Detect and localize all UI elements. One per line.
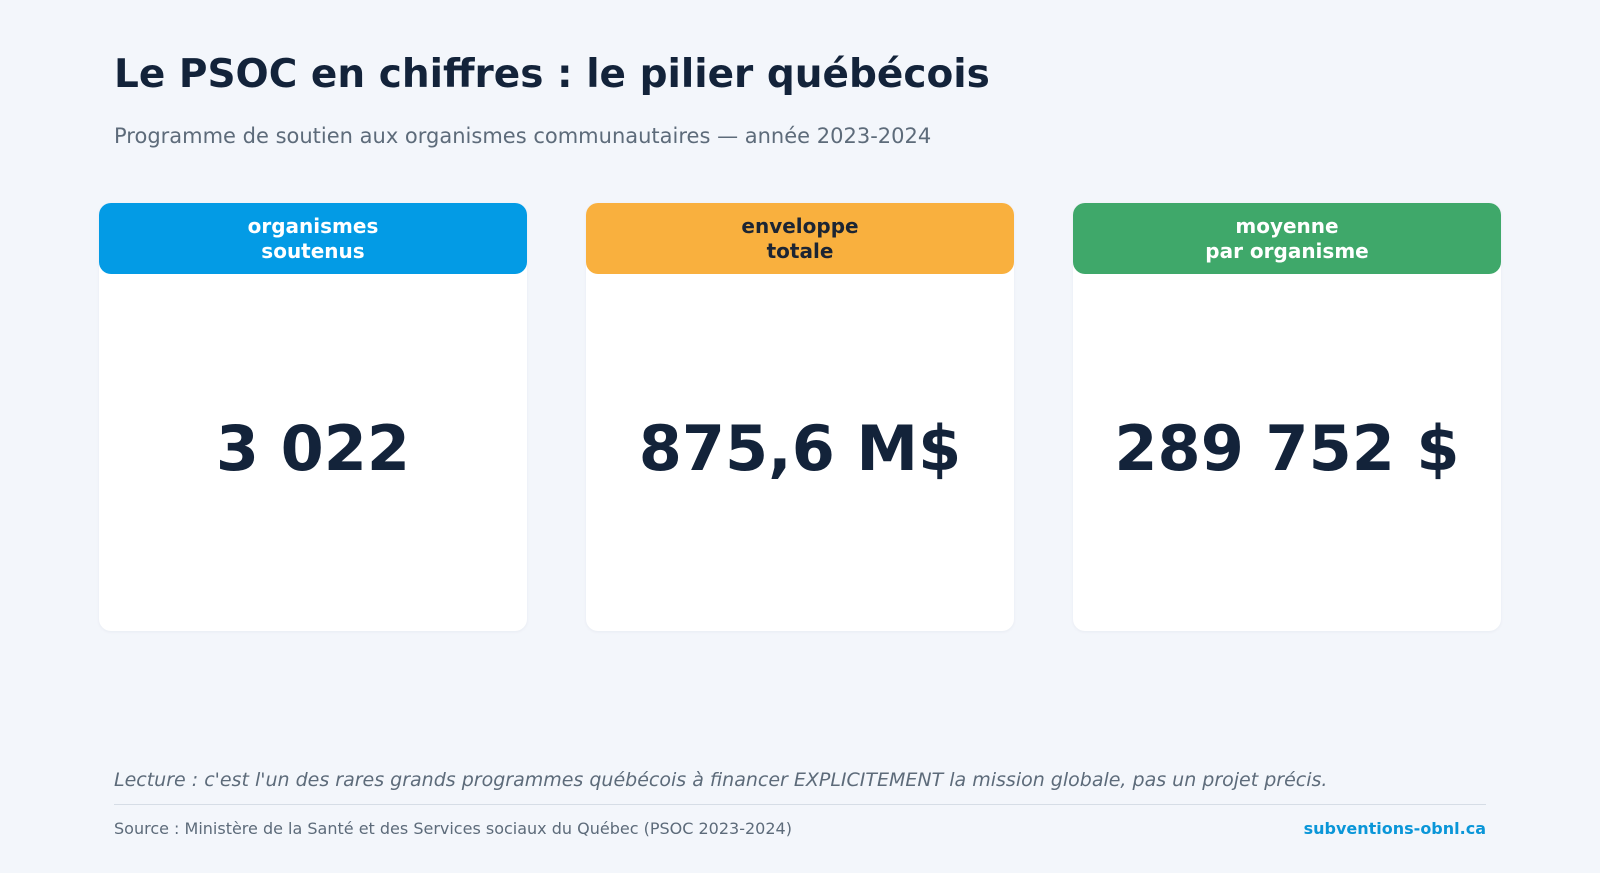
kpi-card: organismes soutenus 3 022 [99,203,527,631]
kpi-card: enveloppe totale 875,6 M$ [586,203,1014,631]
card-value: 3 022 [215,412,411,485]
card-label: organismes [247,213,379,238]
title: Le PSOC en chiffres : le pilier québécoi… [114,52,990,97]
card-label: soutenus [261,238,365,263]
card-value: 289 752 $ [1114,412,1460,485]
card-label: enveloppe [741,213,859,238]
card-label: par organisme [1205,238,1369,263]
subtitle: Programme de soutien aux organismes comm… [114,124,932,148]
site-link[interactable]: subventions-obnl.ca [1303,819,1486,838]
divider [114,804,1486,805]
card-value: 875,6 M$ [638,412,962,485]
source: Source : Ministère de la Santé et des Se… [114,819,792,838]
note: Lecture : c'est l'un des rares grands pr… [114,769,1328,791]
card-header: enveloppe totale [586,203,1014,274]
card-label: moyenne [1235,213,1339,238]
kpi-card: moyenne par organisme 289 752 $ [1073,203,1501,631]
card-header: moyenne par organisme [1073,203,1501,274]
card-header: organismes soutenus [99,203,527,274]
card-label: totale [766,238,834,263]
